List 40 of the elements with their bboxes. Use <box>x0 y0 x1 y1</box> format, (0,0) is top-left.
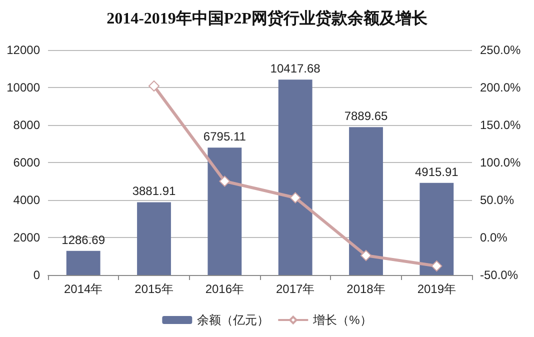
y2-tick-label: -50.0% <box>480 268 518 282</box>
bar <box>349 127 383 275</box>
y-tick-label: 8000 <box>13 118 40 132</box>
legend-label: 余额（亿元） <box>197 313 270 327</box>
bar <box>137 202 171 275</box>
point <box>219 176 230 187</box>
y-tick-label: 4000 <box>13 193 40 207</box>
x-tick-label: 2015年 <box>134 282 174 296</box>
y-tick-label: 2000 <box>13 230 40 244</box>
bar <box>278 80 312 275</box>
x-tick-label: 2019年 <box>417 282 456 296</box>
bar <box>66 250 100 275</box>
y2-tick-label: 100.0% <box>480 156 522 170</box>
legend-label: 增长（%） <box>312 313 372 327</box>
y2-tick-label: 0.0% <box>480 230 508 244</box>
data-label: 6795.11 <box>203 130 246 144</box>
point <box>148 80 160 92</box>
bar <box>420 182 454 275</box>
data-label: 3881.91 <box>132 184 176 198</box>
data-label: 4915.91 <box>414 164 459 179</box>
point <box>431 260 442 272</box>
y2-tick-label: 150.0% <box>480 118 522 132</box>
data-label: 7889.65 <box>344 109 388 124</box>
x-tick-label: 2016年 <box>205 282 244 296</box>
y2-tick-label: 200.0% <box>480 80 522 94</box>
y-tick-label: 12000 <box>6 43 40 57</box>
x-tick-label: 2014年 <box>64 282 103 296</box>
y-tick-label: 6000 <box>13 156 40 170</box>
y-tick-label: 0 <box>33 268 40 282</box>
chart-title: 2014-2019年中国P2P网贷行业贷款余额及增长 <box>106 10 428 28</box>
data-label: 1286.69 <box>62 232 106 247</box>
y-tick-label: 10000 <box>6 80 40 94</box>
x-tick-label: 2018年 <box>346 282 386 296</box>
bar <box>208 148 242 275</box>
point <box>290 192 301 204</box>
x-tick-label: 2017年 <box>276 282 315 296</box>
data-label: 10417.68 <box>270 62 321 76</box>
y2-tick-label: 50.0% <box>480 193 514 207</box>
point <box>360 250 372 261</box>
y2-tick-label: 250.0% <box>480 43 522 57</box>
